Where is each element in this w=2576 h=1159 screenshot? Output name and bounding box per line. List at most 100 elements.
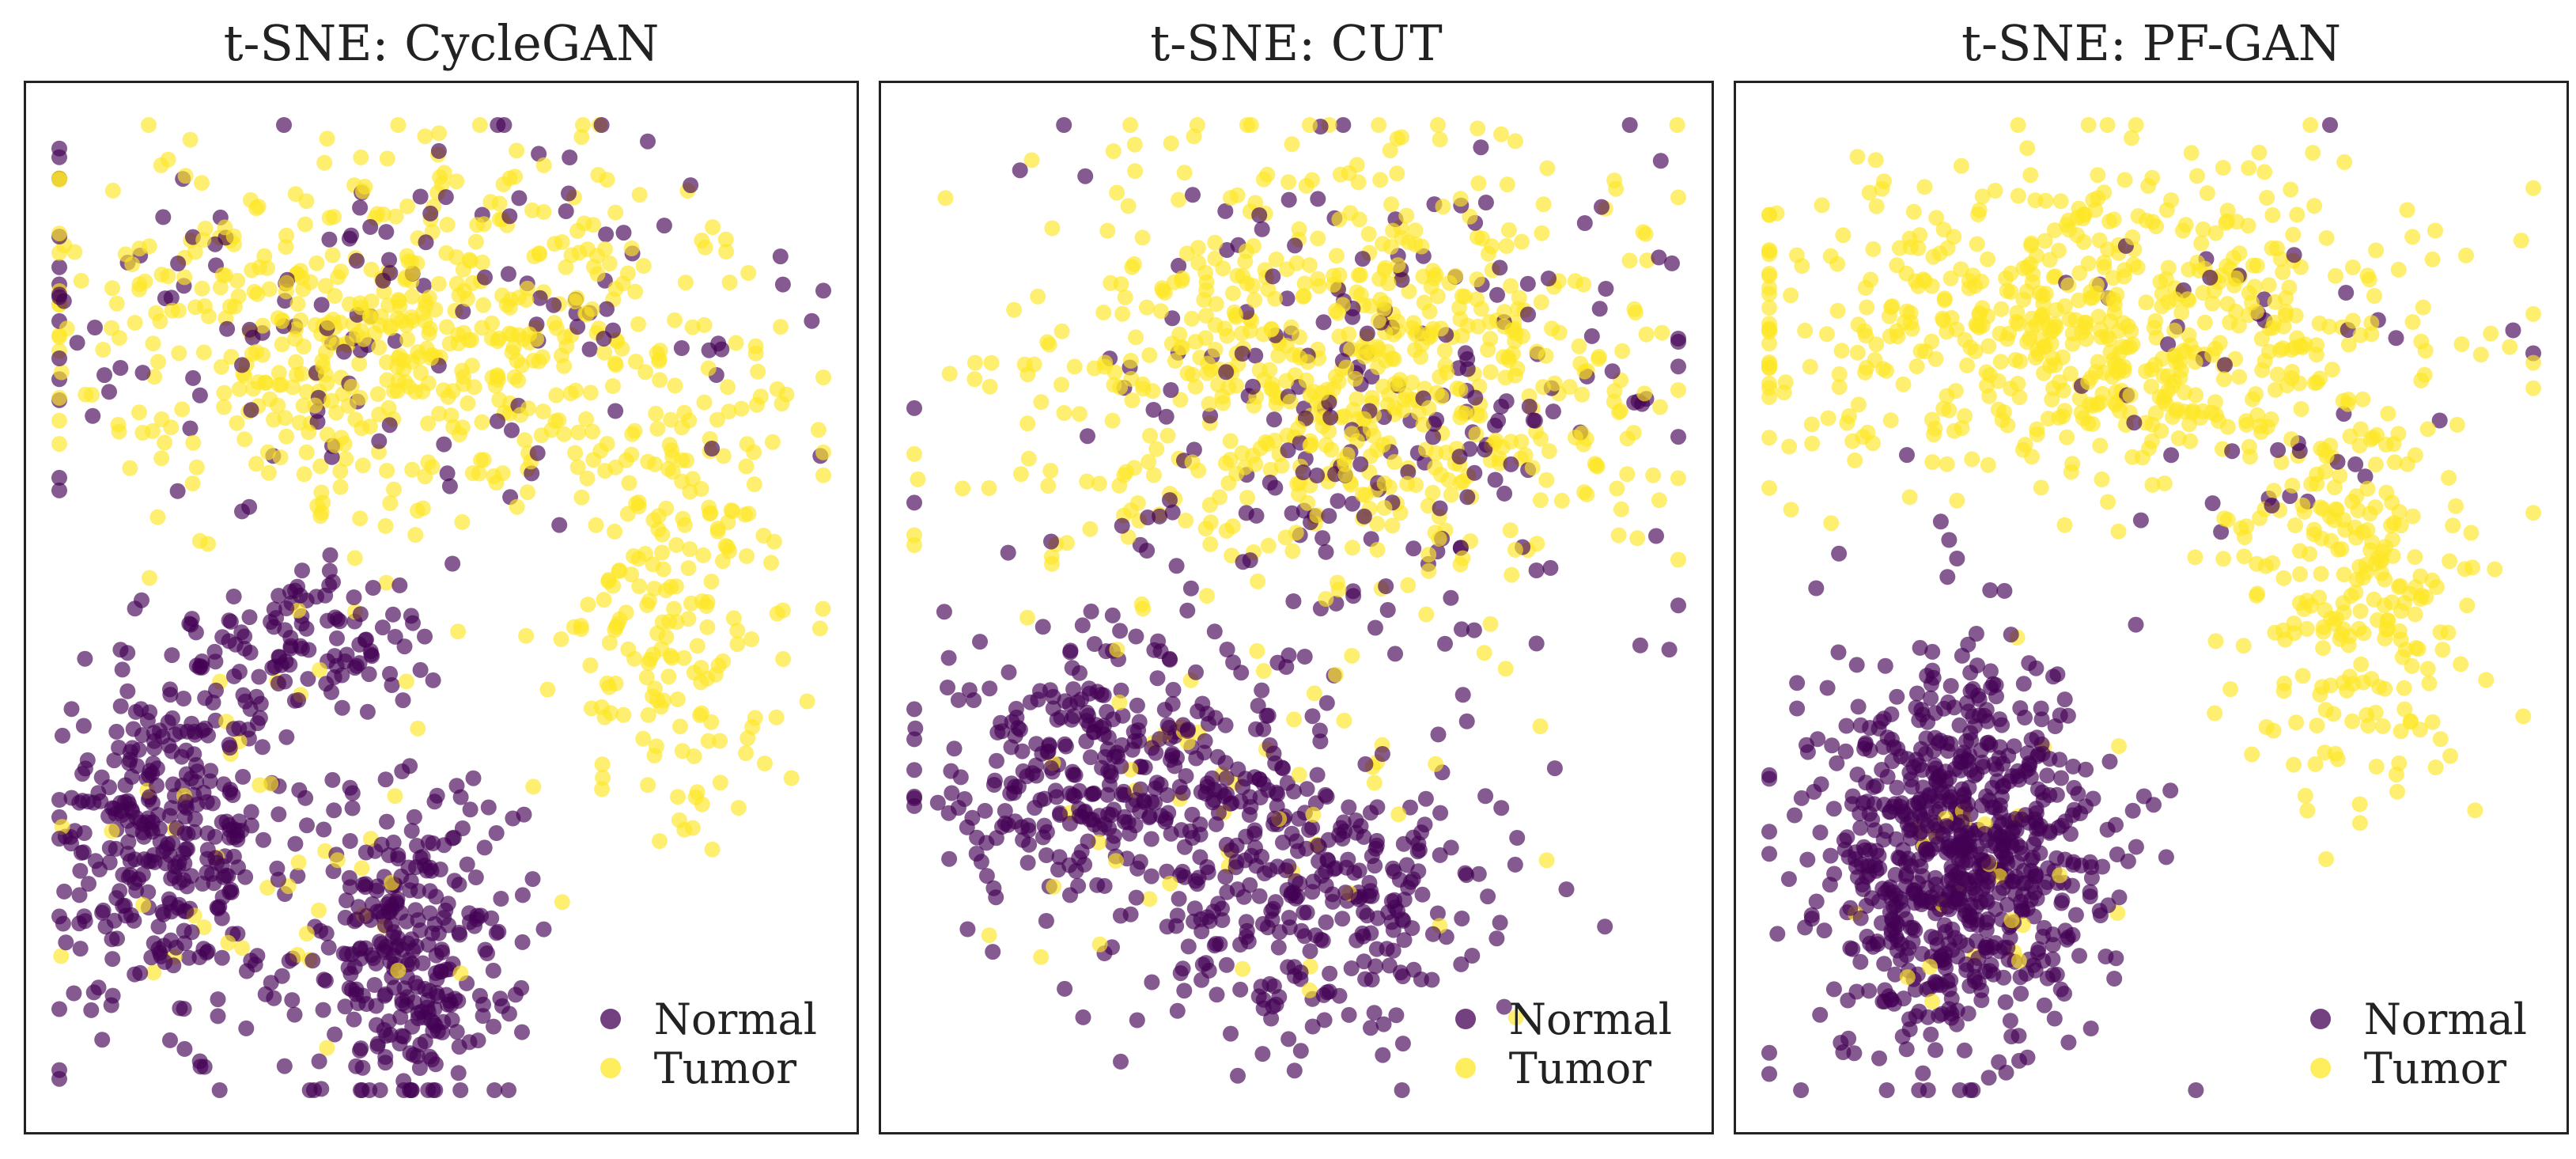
data-point-tumor [1162,875,1178,892]
data-point-normal [1061,696,1078,713]
data-point-tumor [2359,267,2376,284]
data-point-tumor [645,646,661,663]
data-point-normal [1128,628,1144,645]
data-point-normal [1789,675,1806,691]
data-point-normal [459,856,475,873]
data-point-tumor [651,353,668,369]
data-point-normal [1162,492,1178,509]
data-point-normal [1315,314,1332,331]
data-point-normal [287,835,304,852]
data-point-tumor [2105,270,2121,286]
data-point-tumor [2108,396,2124,413]
data-point-tumor [2060,277,2077,294]
data-point-tumor [670,789,686,805]
data-point-normal [1312,733,1329,750]
data-point-normal [1877,982,1893,998]
data-point-tumor [66,244,83,260]
data-point-normal [906,494,922,511]
data-point-normal [2002,1013,2018,1029]
data-point-tumor [2297,336,2313,353]
data-point-tumor [554,234,570,250]
data-point-tumor [2148,329,2165,346]
data-point-tumor [668,614,685,631]
data-point-tumor [51,436,67,453]
data-point-tumor [1481,313,1498,330]
data-point-tumor [288,366,305,383]
data-point-tumor [324,247,341,263]
data-point-normal [206,875,222,892]
data-point-tumor [2143,378,2159,395]
data-point-normal [377,944,394,960]
data-point-tumor [2379,612,2396,629]
data-point-tumor [327,288,343,304]
data-point-normal [2106,971,2123,987]
data-point-tumor [131,404,147,421]
data-point-tumor [2267,294,2283,310]
data-point-normal [1175,785,1191,801]
data-point-tumor [1839,415,1855,431]
data-point-normal [1080,833,1096,850]
data-point-normal [51,469,67,486]
data-point-tumor [752,388,769,405]
data-point-normal [344,800,361,816]
data-point-normal [471,987,488,1004]
data-point-normal [1473,139,1489,156]
data-point-normal [1217,717,1234,733]
data-point-normal [161,891,177,907]
data-point-normal [1852,717,1869,733]
data-point-normal [1997,994,2014,1010]
data-point-tumor [2023,235,2040,252]
data-point-tumor [614,340,630,357]
data-point-normal [234,357,250,373]
data-point-normal [1398,857,1415,873]
data-point-tumor [1431,531,1447,547]
data-point-tumor [2283,342,2300,358]
legend-marker-normal [600,1009,621,1029]
data-point-normal [2067,907,2084,923]
data-point-tumor [1314,384,1330,401]
data-point-normal [351,941,368,957]
data-point-normal [1296,904,1312,921]
data-point-tumor [2399,456,2415,472]
data-point-tumor [556,426,573,442]
scatter-panel-cyclegan: t-SNE: CycleGAN Normal Tumor [24,0,859,1159]
data-point-normal [1889,688,1905,705]
data-point-tumor [2275,264,2291,280]
data-point-tumor [2318,448,2335,464]
data-point-tumor [1670,470,1686,487]
data-point-normal [51,1001,67,1017]
data-point-tumor [438,319,455,335]
data-point-normal [405,615,421,631]
data-point-tumor [1126,136,1143,153]
data-point-tumor [1082,521,1099,537]
data-point-tumor [313,484,330,501]
data-point-normal [640,133,656,150]
data-point-tumor [2041,319,2057,335]
data-point-normal [1991,1054,2007,1070]
data-point-normal [1208,936,1224,952]
data-point-normal [1895,842,1912,858]
data-point-tumor [1288,525,1304,541]
data-point-tumor [1304,172,1320,188]
data-point-normal [1467,389,1484,406]
data-point-tumor [1884,298,1901,314]
data-point-normal [1385,922,1401,938]
data-point-normal [2202,269,2219,286]
data-point-tumor [619,265,636,282]
data-point-normal [1367,958,1384,975]
data-point-tumor [2061,311,2078,328]
data-point-normal [994,819,1010,835]
data-point-normal [581,341,598,358]
data-point-tumor [1957,407,1973,424]
data-point-tumor [2362,542,2379,559]
data-point-normal [1286,1062,1303,1079]
data-point-tumor [259,259,275,276]
data-point-normal [1116,809,1133,825]
data-point-normal [1381,957,1398,974]
data-point-tumor [1345,540,1360,556]
data-point-normal [1219,786,1235,802]
data-point-tumor [1210,377,1226,393]
data-point-normal [1246,825,1263,842]
data-point-tumor [2271,342,2288,358]
data-point-tumor [810,422,827,438]
